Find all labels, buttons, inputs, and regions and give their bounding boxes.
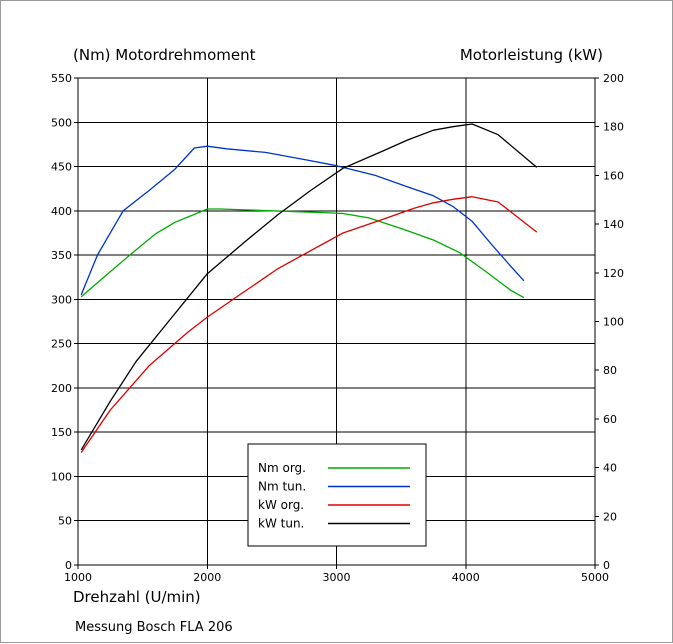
right-tick-label: 40	[603, 462, 617, 475]
x-tick-label: 4000	[452, 571, 480, 584]
right-tick-label: 0	[603, 559, 610, 572]
legend-label: Nm tun.	[258, 480, 306, 494]
footnote: Messung Bosch FLA 206	[75, 620, 233, 635]
left-tick-label: 550	[51, 72, 72, 85]
left-axis-title: (Nm) Motordrehmoment	[73, 46, 256, 64]
x-axis-title: Drehzahl (U/min)	[73, 588, 201, 606]
legend-label: Nm org.	[258, 461, 306, 475]
legend: Nm org. Nm tun. kW org. kW tun.	[247, 443, 427, 547]
legend-label: kW tun.	[258, 517, 304, 531]
series-line-2	[80, 145, 525, 296]
left-tick-label: 100	[51, 470, 72, 483]
series-line-1	[80, 208, 525, 299]
right-tick-label: 120	[603, 267, 624, 280]
left-tick-label: 350	[51, 249, 72, 262]
left-tick-label: 0	[65, 559, 72, 572]
x-tick-label: 1000	[64, 571, 92, 584]
right-tick-label: 20	[603, 510, 617, 523]
left-tick-label: 400	[51, 205, 72, 218]
right-tick-label: 80	[603, 364, 617, 377]
series-lines	[80, 123, 538, 453]
right-tick-label: 180	[603, 121, 624, 134]
legend-items: Nm org. Nm tun. kW org. kW tun.	[258, 461, 410, 531]
right-tick-label: 100	[603, 316, 624, 329]
right-tick-label: 140	[603, 218, 624, 231]
x-tick-label: 5000	[581, 571, 609, 584]
left-tick-label: 50	[58, 515, 72, 528]
left-tick-label: 250	[51, 338, 72, 351]
legend-box	[247, 443, 427, 547]
x-tick-label: 3000	[323, 571, 351, 584]
series-line-4	[80, 123, 538, 451]
plot-border	[77, 77, 596, 566]
legend-label: kW org.	[258, 498, 304, 512]
left-tick-label: 200	[51, 382, 72, 395]
right-tick-label: 60	[603, 413, 617, 426]
right-axis-title: Motorleistung (kW)	[460, 46, 603, 64]
series-line-3	[80, 196, 538, 453]
x-tick-label: 2000	[193, 571, 221, 584]
left-tick-label: 450	[51, 161, 72, 174]
left-tick-label: 150	[51, 426, 72, 439]
left-tick-label: 500	[51, 116, 72, 129]
right-tick-label: 200	[603, 72, 624, 85]
tick-labels: 0 50 100 150 200 250 300 350 400 450 500 550 0 20 40 60…	[51, 72, 624, 584]
left-tick-label: 300	[51, 293, 72, 306]
right-tick-label: 160	[603, 169, 624, 182]
